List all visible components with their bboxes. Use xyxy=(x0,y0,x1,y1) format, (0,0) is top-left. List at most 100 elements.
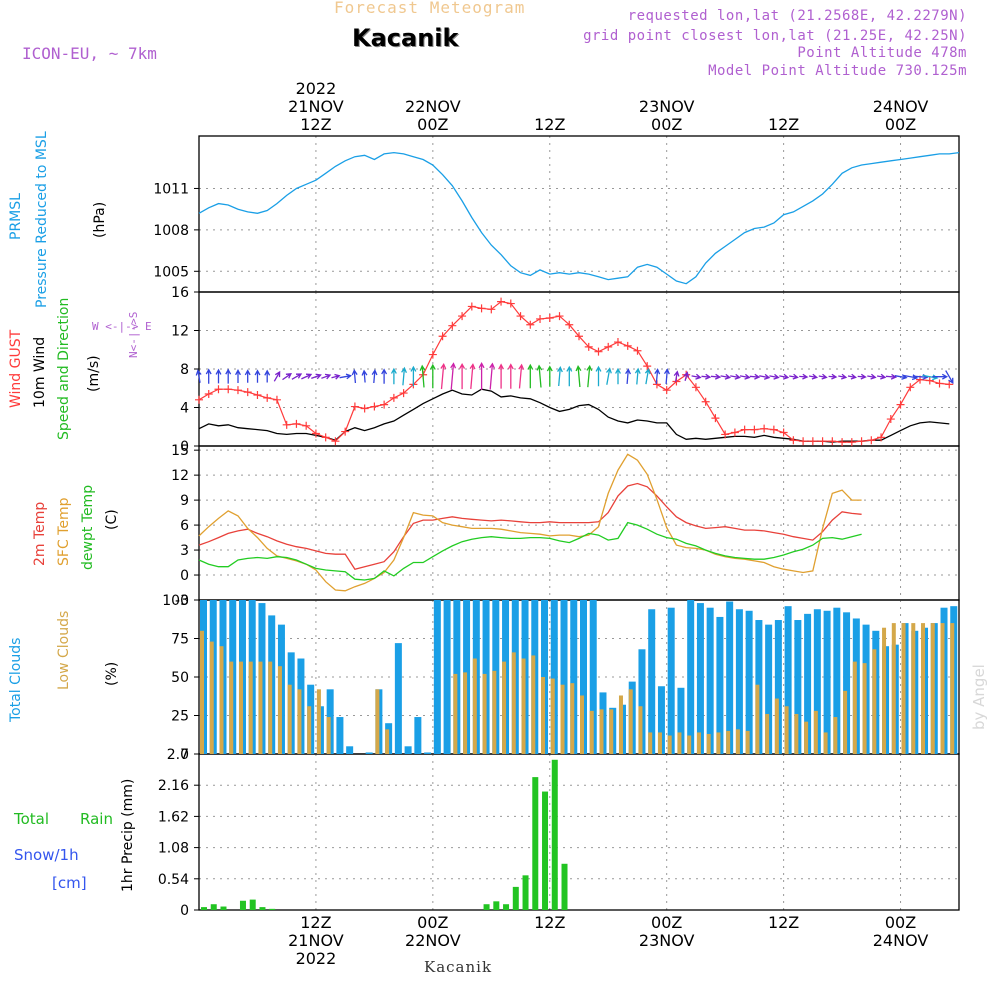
low-cloud-bar xyxy=(200,630,204,754)
wind-gust-point xyxy=(321,433,330,442)
model-label: ICON-EU, ~ 7km xyxy=(22,44,157,63)
wind-direction-arrow xyxy=(615,367,621,385)
wind-direction-arrow xyxy=(419,364,426,388)
low-cloud-bar xyxy=(687,735,692,754)
wind-direction-arrow xyxy=(867,373,877,380)
wind-gust-line xyxy=(198,300,950,443)
wind-gust-point xyxy=(428,350,437,359)
low-cloud-bar xyxy=(521,658,526,754)
rain-bar xyxy=(532,777,539,910)
precip-ytick-label: 0 xyxy=(180,903,189,919)
precip-ytick-label: 2.7 xyxy=(167,747,189,763)
wind-gust-point xyxy=(886,415,895,424)
rain-bar xyxy=(210,904,217,910)
wind-gust-point xyxy=(341,427,350,436)
low-cloud-bar xyxy=(277,666,282,754)
total-cloud-bar xyxy=(765,624,773,754)
wind-gust-point xyxy=(214,385,223,394)
low-cloud-bar xyxy=(472,658,477,754)
total-cloud-bar xyxy=(550,600,558,754)
top-time-label: 12Z xyxy=(534,115,565,134)
wind-gust-point xyxy=(633,346,642,355)
total-cloud-bar xyxy=(414,717,422,754)
total-cloud-bar xyxy=(745,610,753,754)
wind-direction-arrow xyxy=(847,373,857,380)
low-cloud-bar xyxy=(638,706,643,754)
wind-gust-point xyxy=(838,438,847,447)
clouds-ytick-label: 0 xyxy=(180,747,189,763)
pressure-ytick-label: 1011 xyxy=(153,181,189,197)
low-cloud-bar xyxy=(891,623,896,754)
total-cloud-bar xyxy=(687,600,695,754)
wind-direction-arrow xyxy=(838,373,848,380)
top-time-label: 12Z xyxy=(300,115,331,134)
low-cloud-bar xyxy=(901,623,906,754)
rain-bar xyxy=(512,886,519,910)
low-cloud-bar xyxy=(219,646,224,754)
low-cloud-bar xyxy=(599,709,604,754)
low-cloud-bar xyxy=(502,661,507,754)
wind-direction-arrow xyxy=(557,366,563,387)
bottom-time-label: 21NOV xyxy=(288,931,344,950)
total-cloud-bar xyxy=(365,752,373,754)
total-cloud-bar xyxy=(336,717,344,754)
total-cloud-bar xyxy=(696,603,704,754)
total-cloud-bar xyxy=(677,687,685,754)
wind-direction-arrow xyxy=(605,367,612,385)
top-time-label: 12Z xyxy=(768,115,799,134)
clouds-ytick-label: 75 xyxy=(171,632,189,648)
wind-direction-arrow xyxy=(507,363,514,389)
total-cloud-bar xyxy=(346,746,354,754)
wind-gust-point xyxy=(750,425,759,434)
total-cloud-bar xyxy=(716,616,724,754)
wind-direction-arrow xyxy=(625,368,631,384)
temperature-ytick-label: 12 xyxy=(171,468,189,484)
wind-gust-point xyxy=(877,433,886,442)
rain-bar xyxy=(259,907,266,910)
wind-direction-arrow xyxy=(390,367,397,385)
wind-gust-point xyxy=(526,320,535,329)
low-cloud-bar xyxy=(784,706,789,754)
low-cloud-bar xyxy=(813,710,818,754)
low-cloud-bar xyxy=(589,710,594,754)
wind-direction-arrow xyxy=(720,373,732,380)
wind-ytick-label: 4 xyxy=(180,401,189,417)
low-cloud-bar xyxy=(862,663,867,754)
wind-gust-point xyxy=(828,437,837,446)
wind-direction-arrow xyxy=(371,369,378,384)
wind-direction-arrow xyxy=(546,365,553,387)
bottom-time-label: 24NOV xyxy=(873,931,929,950)
low-cloud-bar xyxy=(852,661,857,754)
rain-bar xyxy=(561,863,568,910)
bottom-time-label: 12Z xyxy=(300,913,331,932)
low-cloud-bar xyxy=(677,732,682,754)
wind-gust-point xyxy=(604,342,613,351)
wind-direction-arrow xyxy=(235,369,241,383)
low-cloud-bar xyxy=(463,672,468,754)
wind-gust-point xyxy=(477,304,486,313)
low-cloud-bar xyxy=(560,684,565,754)
total-cloud-bar xyxy=(794,620,802,754)
pressure-ytick-label: 1008 xyxy=(153,223,189,239)
pressure-ytick-label: 1005 xyxy=(153,264,189,280)
low-cloud-bar xyxy=(745,730,750,754)
low-cloud-bar xyxy=(872,649,877,754)
wind-direction-arrow xyxy=(922,374,939,381)
wind-direction-arrow xyxy=(759,373,771,380)
wind-direction-arrow xyxy=(410,365,417,387)
wind-gust-point xyxy=(847,438,856,447)
wind-gust-point xyxy=(497,297,506,306)
top-time-label: 00Z xyxy=(417,115,448,134)
wind-gust-point xyxy=(623,341,632,350)
wind-direction-arrow xyxy=(459,362,466,390)
wind-gust-point xyxy=(487,305,496,314)
low-cloud-bar xyxy=(229,661,234,754)
temperature-ytick-label: 9 xyxy=(180,493,189,509)
wind-gust-point xyxy=(789,436,798,445)
wind-direction-arrow xyxy=(710,373,722,380)
wind-gust-point xyxy=(730,428,739,437)
low-cloud-bar xyxy=(287,684,292,754)
low-cloud-bar xyxy=(482,673,487,754)
wind-gust-point xyxy=(662,386,671,395)
